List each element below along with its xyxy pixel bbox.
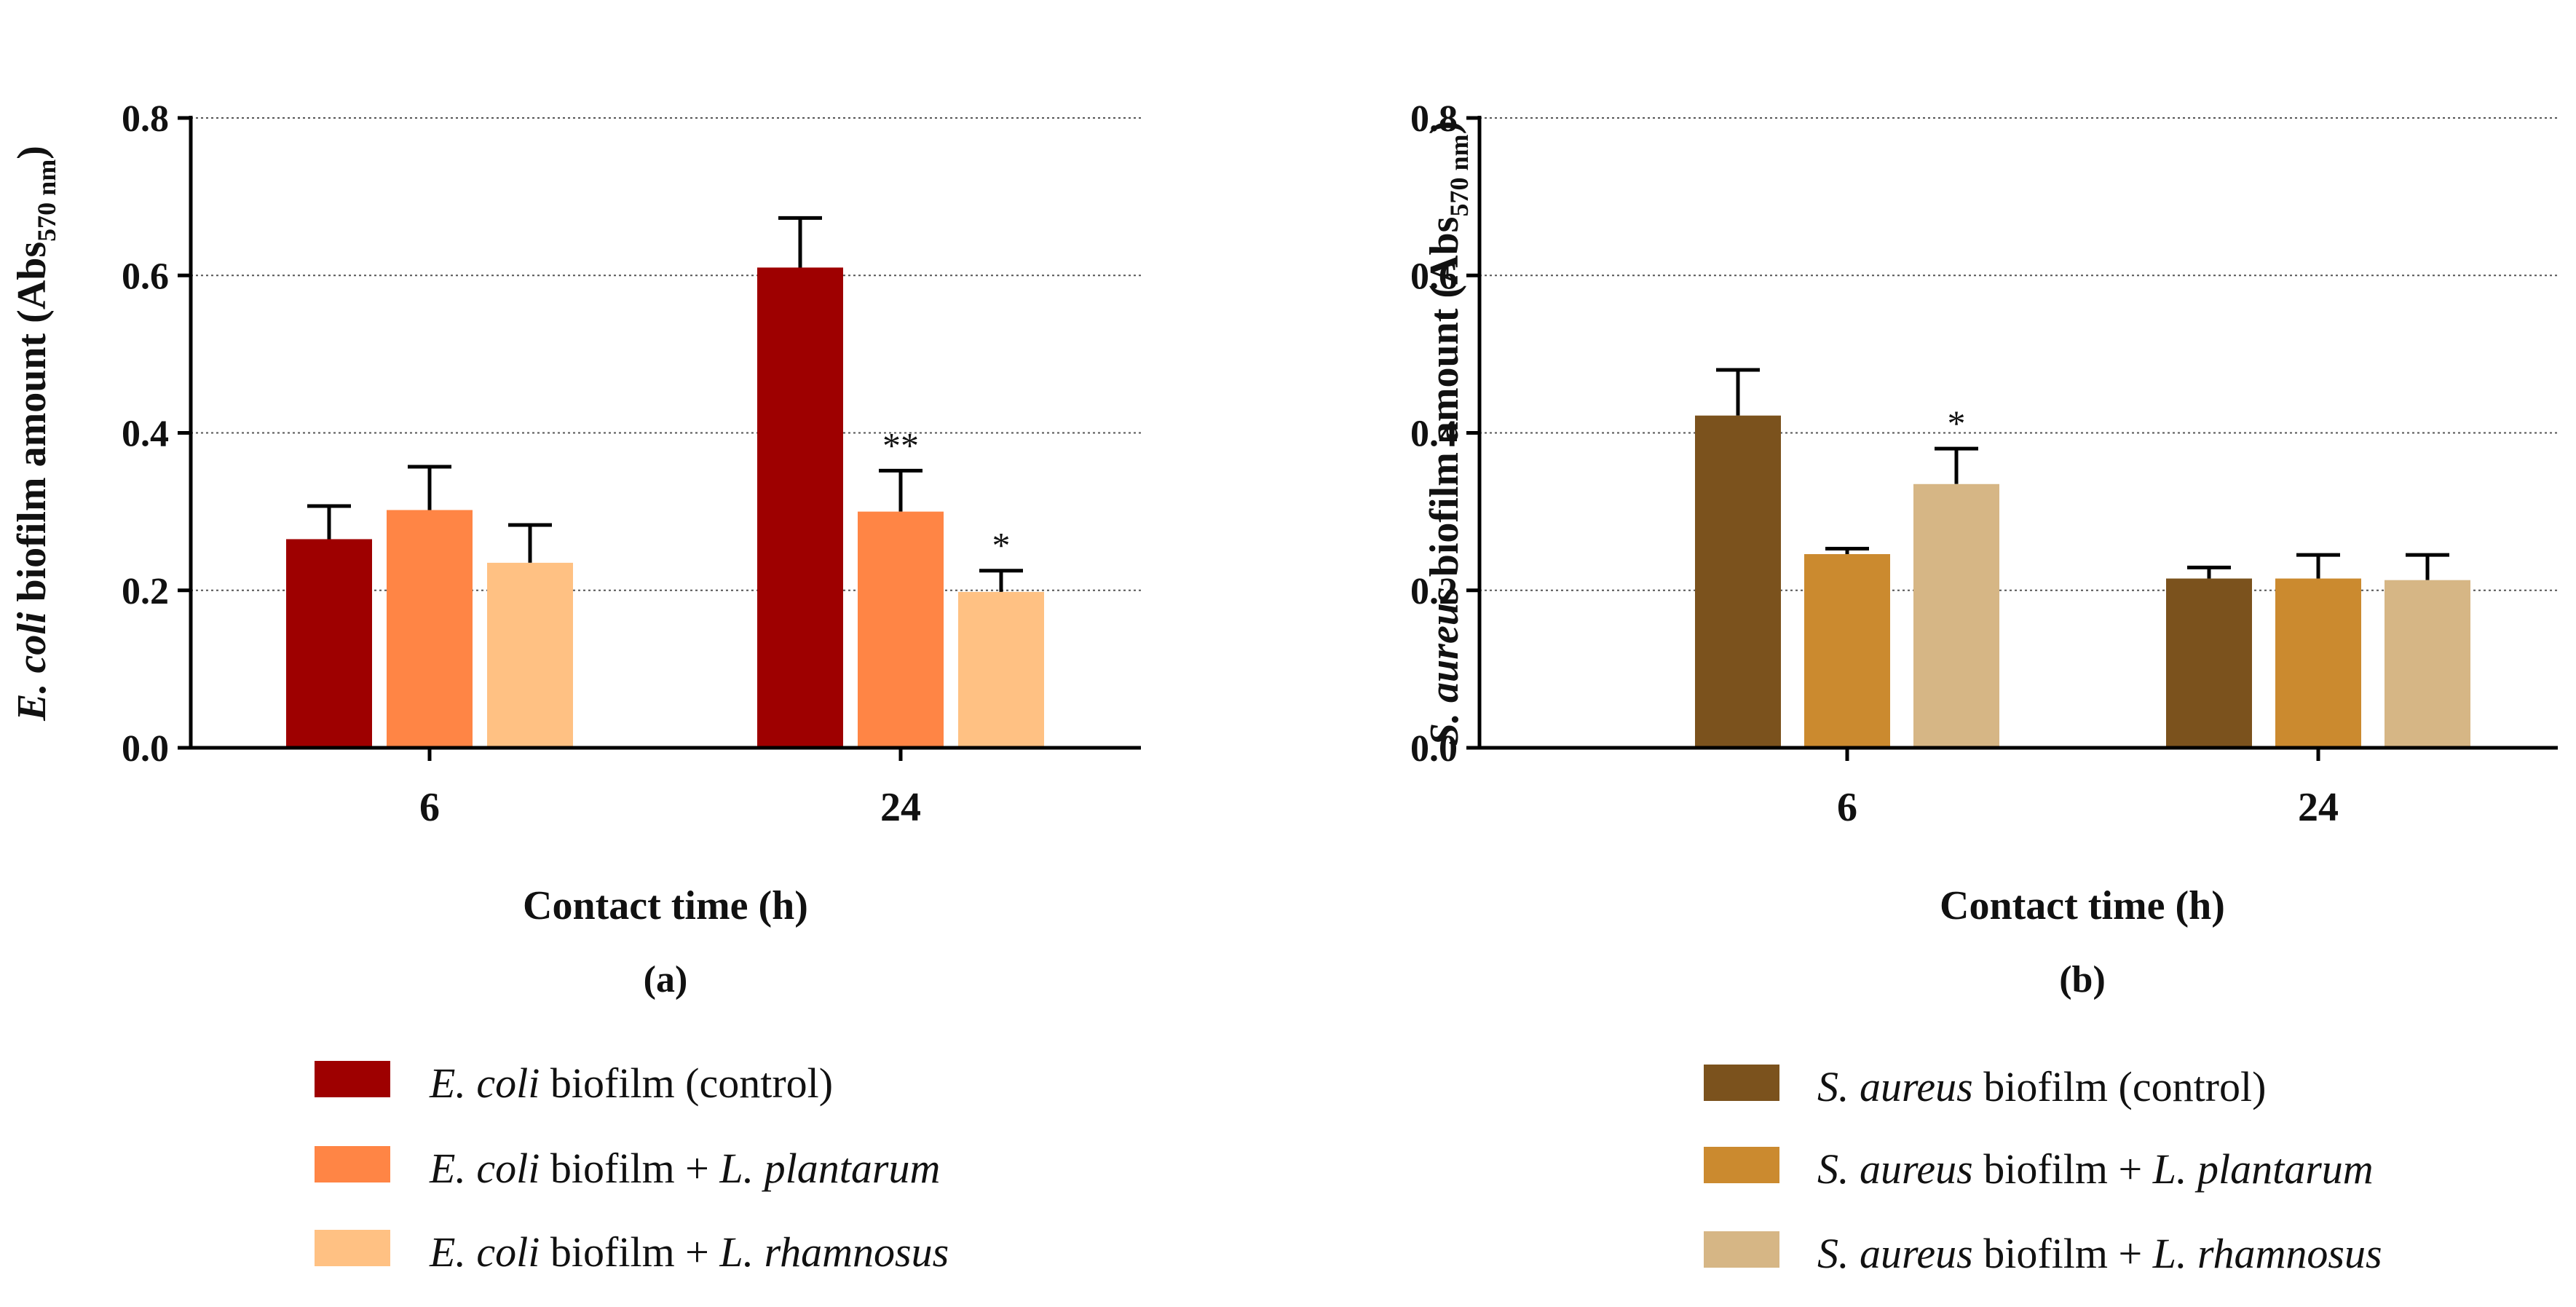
y-tick-label: 0.4 bbox=[1410, 414, 1458, 455]
significance-label: * bbox=[1948, 403, 1966, 443]
legend-text: biofilm (control) bbox=[1973, 1063, 2267, 1110]
legend-label: E. coli biofilm + L. rhamnosus bbox=[429, 1228, 949, 1276]
y-axis-title-text: biofilm amount (Abs bbox=[9, 242, 55, 612]
y-tick-label: 0.6 bbox=[1410, 256, 1458, 297]
bar bbox=[2275, 578, 2361, 748]
x-tick-label: 24 bbox=[880, 785, 921, 830]
legend-label: E. coli biofilm (control) bbox=[429, 1059, 833, 1107]
legend-species: S. aureus bbox=[1817, 1230, 1973, 1277]
y-tick-label: 0.2 bbox=[1410, 571, 1458, 612]
significance-label: * bbox=[992, 525, 1011, 566]
y-tick-label: 0.6 bbox=[122, 256, 169, 297]
bar bbox=[2385, 580, 2470, 748]
bar bbox=[858, 511, 944, 748]
chart-panel-b: 0.0 0.2 0.4 0.6 0.8 * 6 24 Contact time (h) (b) S.… bbox=[1410, 98, 2558, 1277]
panel-label: (a) bbox=[644, 959, 688, 1000]
y-tick-label: 0.8 bbox=[122, 98, 169, 140]
y-axis-title-close: ) bbox=[9, 146, 55, 159]
bar bbox=[757, 267, 843, 748]
panel-label: (b) bbox=[2059, 959, 2106, 1000]
y-tick-label: 0.2 bbox=[122, 571, 169, 612]
legend-species: S. aureus bbox=[1817, 1145, 1973, 1193]
bar bbox=[1695, 415, 1781, 748]
bar bbox=[286, 539, 372, 748]
bar bbox=[958, 591, 1044, 748]
x-axis-title: Contact time (h) bbox=[523, 883, 808, 928]
legend-species: E. coli bbox=[429, 1145, 540, 1192]
legend-swatch bbox=[315, 1146, 390, 1182]
y-axis-title-subscript: 570 nm bbox=[32, 159, 61, 242]
legend-text: biofilm + bbox=[1973, 1145, 2153, 1193]
legend-probiotic: L. plantarum bbox=[2152, 1145, 2374, 1193]
legend-text: biofilm (control) bbox=[540, 1059, 833, 1107]
legend-probiotic: L. rhamnosus bbox=[719, 1228, 949, 1276]
legend-swatch bbox=[315, 1061, 390, 1097]
x-tick-label: 6 bbox=[1837, 785, 1857, 830]
legend-text: biofilm + bbox=[1973, 1230, 2153, 1277]
legend-text: biofilm + bbox=[540, 1145, 719, 1192]
y-axis-title: S. aureus biofilm amount (Abs570 nm) bbox=[1422, 121, 1474, 746]
bar bbox=[487, 562, 573, 748]
significance-label: ** bbox=[882, 425, 919, 465]
x-tick-label: 24 bbox=[2298, 785, 2339, 830]
legend-text: biofilm + bbox=[540, 1228, 719, 1276]
bar bbox=[2166, 578, 2252, 748]
y-tick-label: 0.0 bbox=[1410, 728, 1458, 770]
y-axis-title-text: biofilm amount (Abs bbox=[1422, 217, 1467, 588]
y-tick-label: 0.8 bbox=[1410, 98, 1458, 140]
legend-swatch bbox=[1704, 1147, 1779, 1183]
legend-label: S. aureus biofilm (control) bbox=[1817, 1063, 2266, 1110]
y-axis-title-species: S. aureus bbox=[1422, 587, 1467, 746]
legend-swatch bbox=[315, 1230, 390, 1266]
x-tick-label: 6 bbox=[419, 785, 440, 830]
legend-label: E. coli biofilm + L. plantarum bbox=[429, 1145, 940, 1192]
legend-species: E. coli bbox=[429, 1228, 540, 1276]
bar bbox=[387, 510, 473, 748]
legend-label: S. aureus biofilm + L. rhamnosus bbox=[1817, 1230, 2382, 1277]
bar bbox=[1913, 483, 1999, 748]
legend-probiotic: L. plantarum bbox=[719, 1145, 940, 1192]
x-axis-title: Contact time (h) bbox=[1940, 883, 2225, 928]
legend-swatch bbox=[1704, 1065, 1779, 1101]
legend-label: S. aureus biofilm + L. plantarum bbox=[1817, 1145, 2374, 1193]
legend-probiotic: L. rhamnosus bbox=[2152, 1230, 2382, 1277]
y-tick-label: 0.4 bbox=[122, 414, 169, 455]
legend-species: S. aureus bbox=[1817, 1063, 1973, 1110]
y-axis-title-subscript: 570 nm bbox=[1445, 135, 1474, 217]
y-axis-title-close: ) bbox=[1422, 121, 1467, 135]
bar bbox=[1804, 554, 1890, 748]
legend-species: E. coli bbox=[429, 1059, 540, 1107]
y-axis-title-species: E. coli bbox=[9, 612, 55, 722]
legend-swatch bbox=[1704, 1231, 1779, 1268]
y-tick-label: 0.0 bbox=[122, 728, 169, 770]
y-axis-title: E. coli biofilm amount (Abs570 nm) bbox=[9, 146, 61, 722]
